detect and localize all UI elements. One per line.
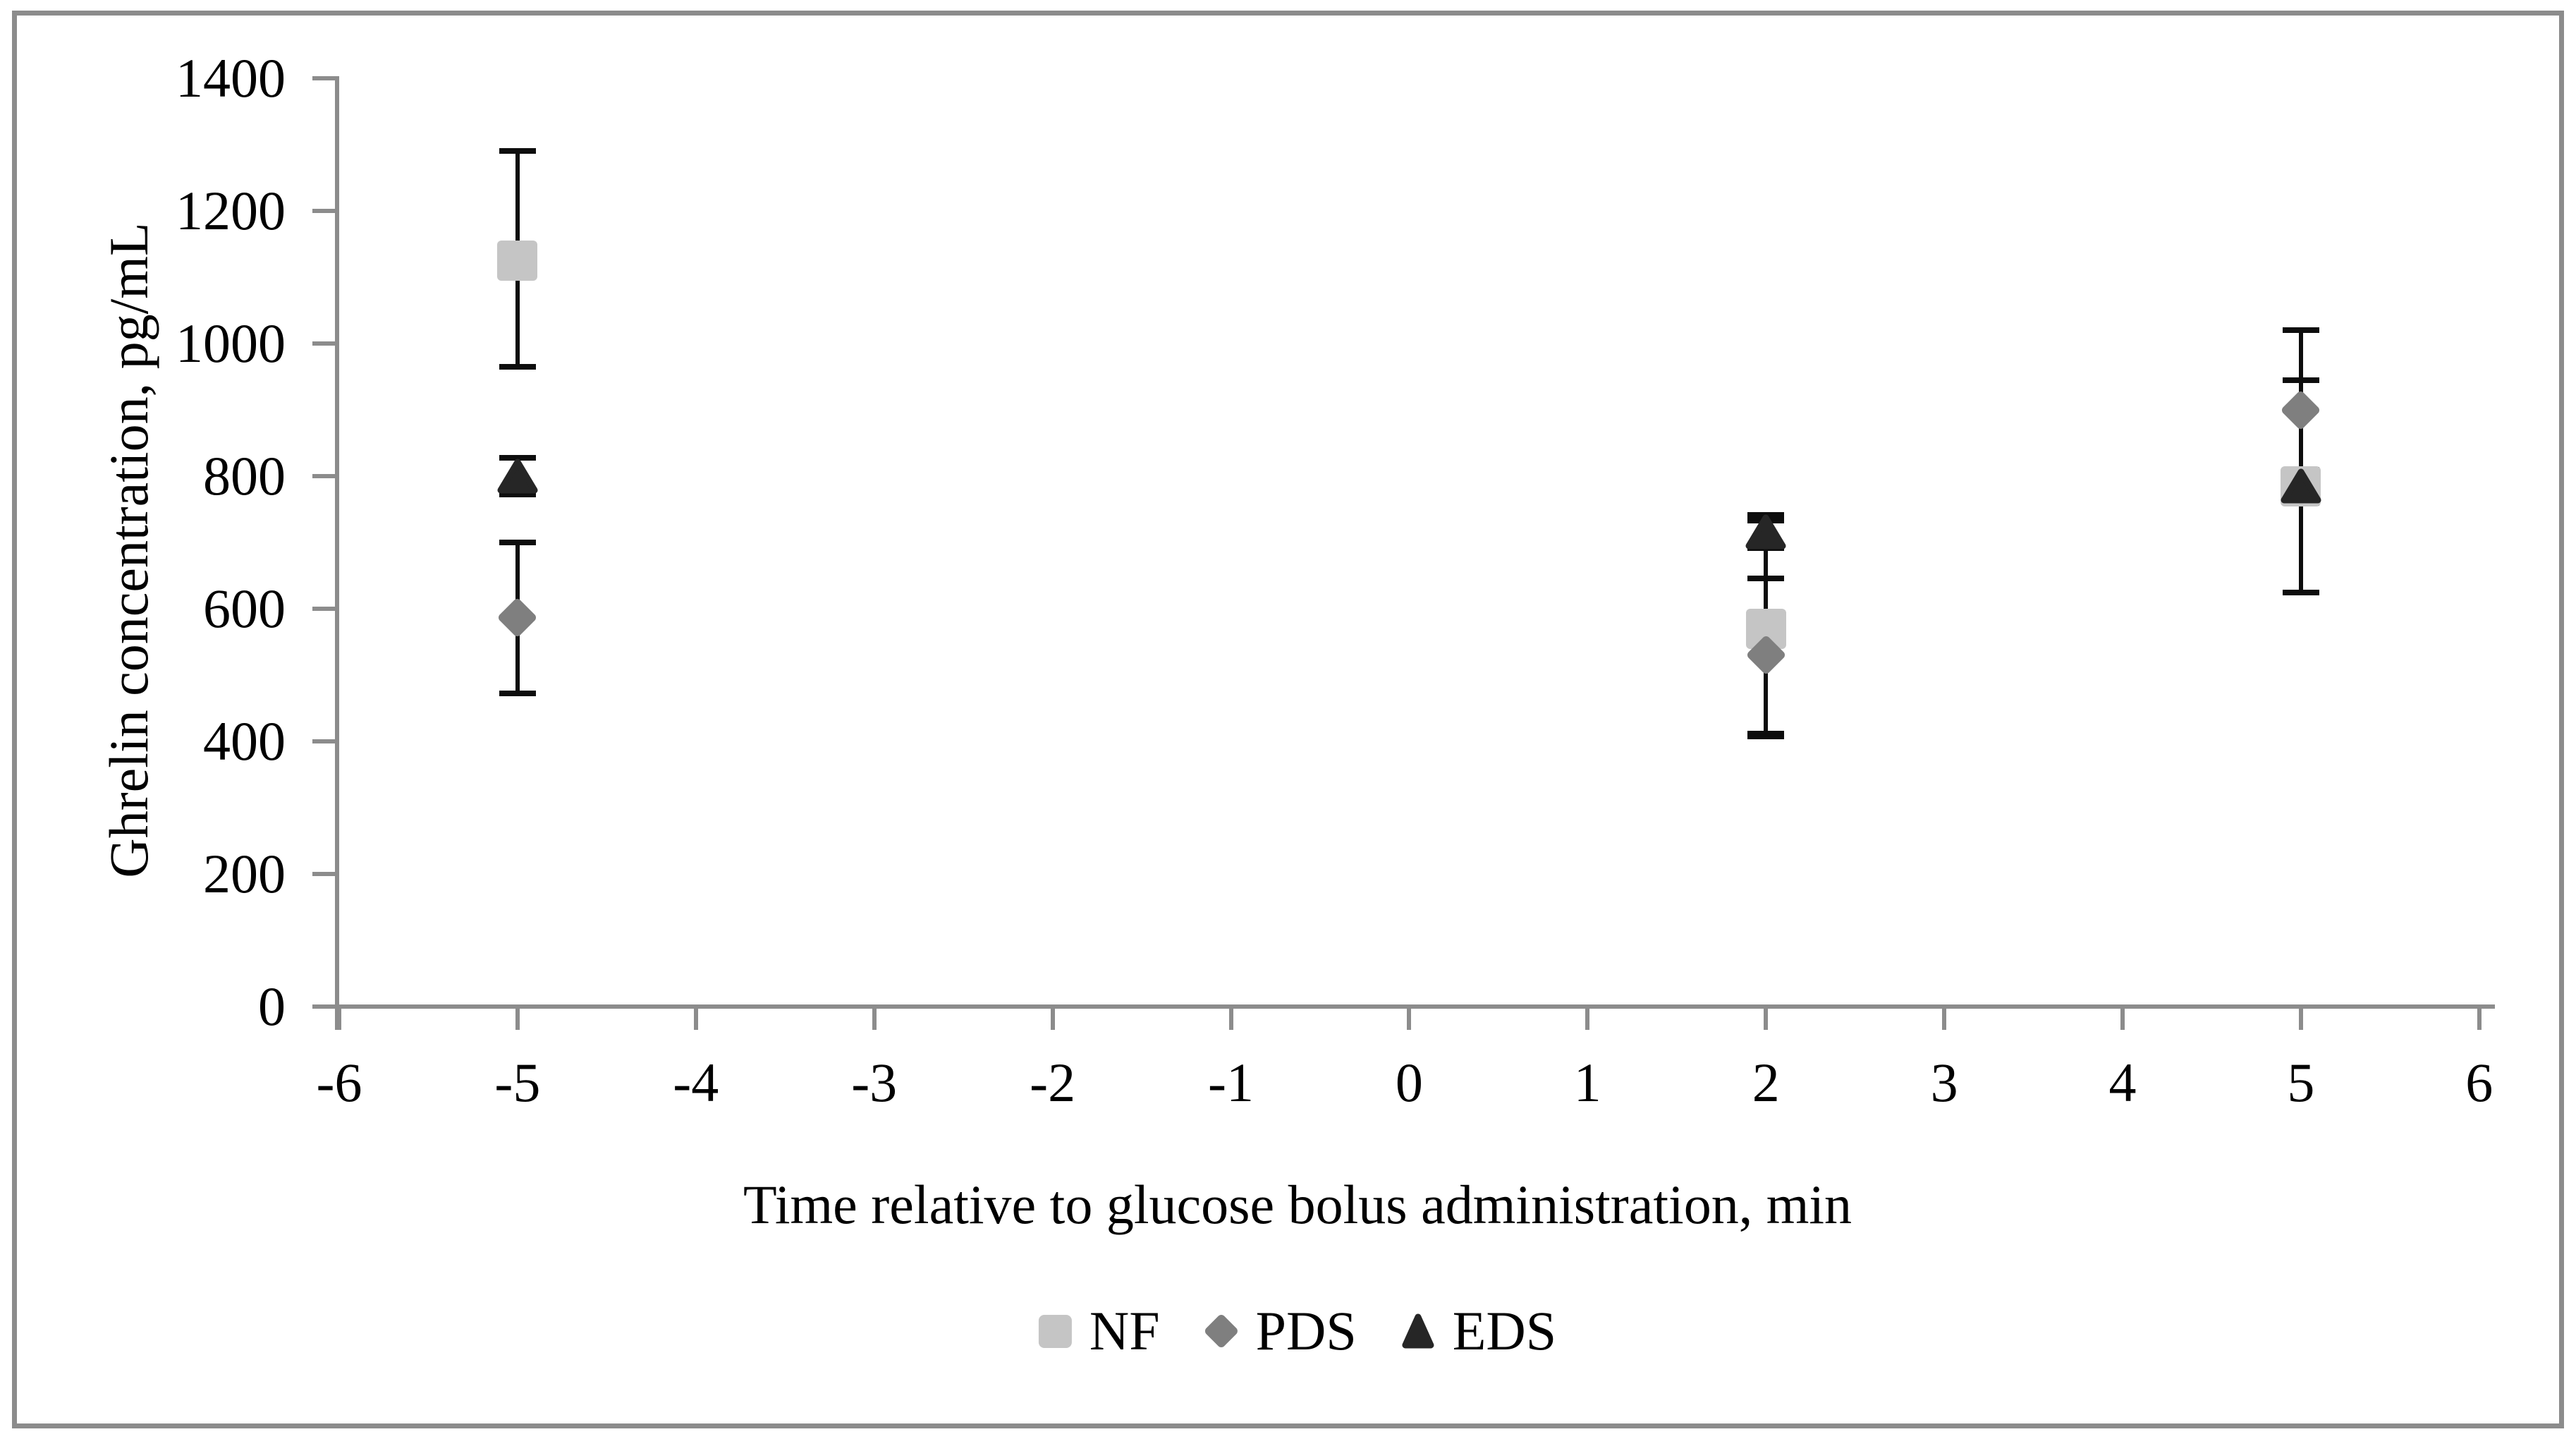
x-tick-label-2: 2 [1752,1052,1780,1113]
x-tick--1 [1228,1007,1233,1030]
data-point-nf-x-5 [497,241,538,281]
x-tick--2 [1050,1007,1055,1030]
y-tick-400 [312,739,339,743]
x-tick-2 [1764,1007,1769,1030]
legend-label-eds: EDS [1452,1300,1557,1361]
y-tick-200 [312,872,339,876]
triangle-icon [1399,1312,1437,1350]
y-tick-1000 [312,341,339,346]
y-tick-label-1200: 1200 [176,180,286,241]
data-point-eds-x5 [2281,468,2321,504]
x-tick-6 [2477,1007,2482,1030]
x-tick-label--3: -3 [851,1052,898,1113]
legend-label-pds: PDS [1255,1300,1357,1361]
data-point-pds-x-5 [496,597,538,638]
error-bar-cap-bottom-nf-x-5 [499,363,536,370]
y-tick-label-1400: 1400 [176,47,286,109]
y-tick-600 [312,607,339,611]
y-tick-800 [312,474,339,478]
y-tick-label-600: 600 [203,578,286,639]
x-tick--4 [693,1007,698,1030]
x-tick-4 [2120,1007,2125,1030]
y-tick-label-0: 0 [258,976,286,1037]
x-axis-title: Time relative to glucose bolus administr… [743,1174,1852,1235]
x-axis-line [312,1004,2495,1009]
y-tick-1400 [312,76,339,80]
x-tick-label-0: 0 [1395,1052,1423,1113]
square-icon [1036,1312,1074,1350]
x-tick-1 [1585,1007,1590,1030]
x-tick-label-5: 5 [2287,1052,2315,1113]
error-bar-cap-bottom-pds-x2 [1747,730,1785,736]
x-tick--3 [872,1007,877,1030]
data-point-eds-x-5 [497,459,538,494]
x-tick-label-4: 4 [2108,1052,2137,1113]
error-bar-cap-top-pds-x-5 [499,540,536,545]
error-bar-cap-top-eds-x-5 [499,454,536,461]
x-tick-label--1: -1 [1208,1052,1254,1113]
y-tick-1200 [312,209,339,213]
diamond-icon [1202,1312,1240,1350]
x-tick-label--5: -5 [494,1052,541,1113]
data-point-eds-x2 [1745,514,1786,550]
legend: NF PDS EDS [1036,1304,1556,1359]
x-tick-label--6: -6 [316,1052,362,1113]
error-bar-cap-top-pds-x2 [1747,575,1785,581]
y-tick-label-200: 200 [203,843,286,904]
y-tick-label-400: 400 [203,710,286,772]
legend-item-nf: NF [1036,1304,1160,1359]
error-bar-cap-bottom-nf-x5 [2282,589,2319,595]
legend-item-pds: PDS [1202,1304,1357,1359]
error-bar-cap-top-pds-x5 [2282,327,2319,334]
x-tick-label-1: 1 [1573,1052,1601,1113]
y-tick-label-800: 800 [203,445,286,506]
x-tick--5 [515,1007,520,1030]
x-tick-label--4: -4 [673,1052,719,1113]
y-tick-0 [312,1004,339,1009]
x-tick-5 [2298,1007,2303,1030]
x-tick-label--2: -2 [1030,1052,1076,1113]
y-tick-label-1000: 1000 [176,312,286,374]
error-bar-cap-bottom-nf-x2 [1747,734,1785,740]
legend-label-nf: NF [1089,1300,1160,1361]
error-bar-cap-bottom-eds-x-5 [499,492,536,498]
data-point-pds-x5 [2280,389,2321,430]
x-tick--6 [337,1007,341,1030]
x-tick-0 [1407,1007,1412,1030]
y-axis-line [335,76,339,1030]
error-bar-cap-bottom-pds-x-5 [499,691,536,697]
x-tick-label-3: 3 [1930,1052,1958,1113]
error-bar-cap-top-nf-x-5 [499,148,536,154]
x-tick-3 [1942,1007,1947,1030]
x-tick-label-6: 6 [2465,1052,2493,1113]
legend-item-eds: EDS [1399,1304,1556,1359]
